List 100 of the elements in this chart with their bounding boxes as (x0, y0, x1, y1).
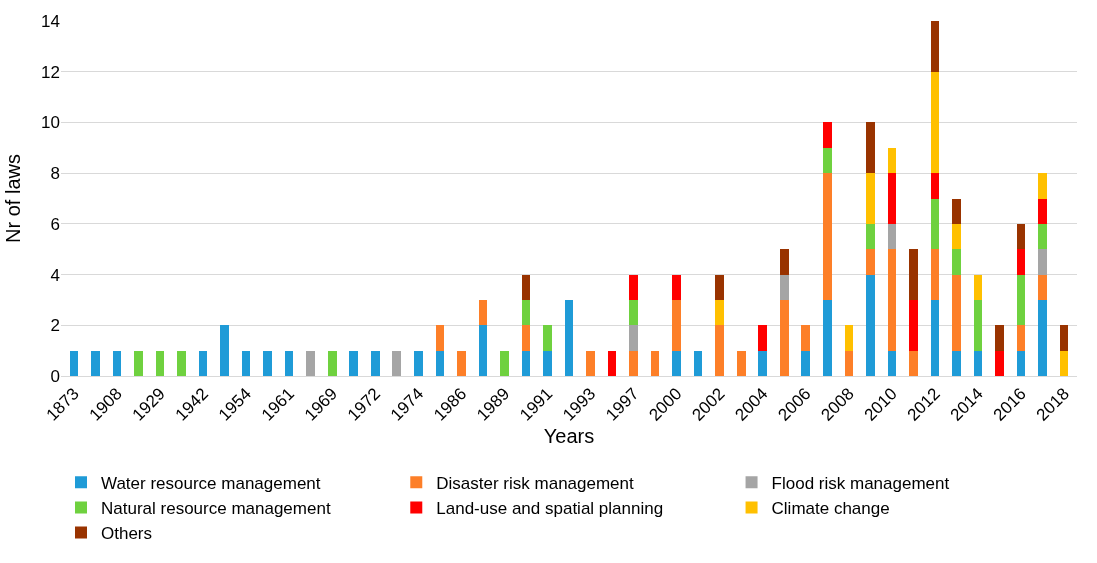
bar (1038, 249, 1047, 275)
bar (586, 350, 595, 376)
bar (435, 325, 445, 351)
bar (823, 122, 832, 148)
bar (736, 350, 746, 376)
bar (629, 350, 638, 376)
bar (1016, 325, 1026, 351)
bar (1038, 223, 1047, 250)
bar (69, 350, 79, 376)
bar (1038, 198, 1047, 224)
bar (327, 350, 337, 376)
bar (155, 350, 165, 376)
bar (457, 350, 466, 376)
bar (629, 299, 638, 326)
bar (952, 249, 961, 275)
bar (844, 350, 854, 376)
bar (370, 350, 380, 376)
bar (564, 299, 574, 376)
bar (823, 147, 832, 174)
bar (866, 223, 875, 250)
bar (478, 299, 488, 326)
legend-label: Climate change (771, 499, 890, 519)
bar (715, 274, 724, 300)
bar (952, 274, 961, 351)
legend-label: Others (101, 524, 153, 544)
bar (779, 249, 789, 275)
bar (887, 223, 897, 250)
bar (887, 249, 897, 351)
bar (1016, 249, 1026, 275)
bar (909, 299, 918, 351)
y-tick-label: 14 (41, 11, 60, 31)
bar (930, 71, 940, 174)
bar (607, 350, 617, 376)
bar (930, 299, 940, 376)
bar (866, 122, 875, 174)
bar (112, 350, 122, 376)
bar (1038, 274, 1047, 300)
bar (715, 325, 724, 376)
bar (715, 299, 724, 326)
bar (521, 350, 531, 376)
y-tick-label: 4 (50, 265, 60, 285)
bar (220, 325, 229, 376)
bar (198, 350, 208, 376)
y-tick-label: 2 (50, 316, 60, 336)
bar (823, 173, 832, 300)
bar (779, 274, 789, 300)
bar (650, 350, 660, 376)
bar (672, 299, 681, 351)
bar (758, 350, 768, 376)
bar (887, 350, 897, 376)
bar (284, 350, 294, 376)
bar (134, 350, 143, 376)
bar (414, 350, 423, 376)
bar (866, 249, 875, 275)
bar (887, 147, 897, 174)
bar (306, 350, 315, 376)
bar (866, 274, 875, 376)
bar (177, 350, 186, 376)
bar (1038, 173, 1047, 199)
bar (952, 198, 961, 224)
legend-label: Land-use and spatial planning (436, 499, 664, 519)
bar (263, 350, 272, 376)
bar (629, 274, 638, 300)
bar (543, 325, 552, 351)
bar (91, 350, 100, 376)
legend-label: Disaster risk management (436, 473, 635, 493)
legend-label: Natural resource management (101, 499, 331, 519)
bar (1059, 350, 1069, 376)
y-tick-label: 12 (41, 62, 60, 82)
y-tick-label: 6 (50, 214, 60, 234)
bar (478, 325, 488, 376)
y-tick-label: 8 (50, 164, 60, 184)
bar (435, 350, 445, 376)
bar (1059, 325, 1069, 351)
bar (801, 350, 811, 376)
bar (866, 173, 875, 224)
bar (779, 299, 789, 376)
bar (909, 249, 918, 300)
bar (392, 350, 402, 376)
bar (1038, 299, 1047, 376)
bar (521, 325, 531, 351)
bar (887, 173, 897, 224)
bar (973, 350, 983, 376)
bar (930, 198, 940, 250)
bar (1016, 274, 1026, 326)
bar (672, 274, 681, 300)
bar (930, 249, 940, 300)
bar (930, 21, 940, 72)
bar (500, 350, 509, 376)
bar (801, 325, 811, 351)
bar (349, 350, 359, 376)
y-axis-title: Nr of laws (1, 154, 24, 243)
bar (844, 325, 854, 351)
bar (909, 350, 918, 376)
bar (995, 350, 1004, 376)
legend-label: Flood risk management (771, 473, 950, 493)
bar (693, 350, 703, 376)
y-tick-label: 10 (41, 113, 60, 133)
bar (241, 350, 251, 376)
bar (758, 325, 768, 351)
